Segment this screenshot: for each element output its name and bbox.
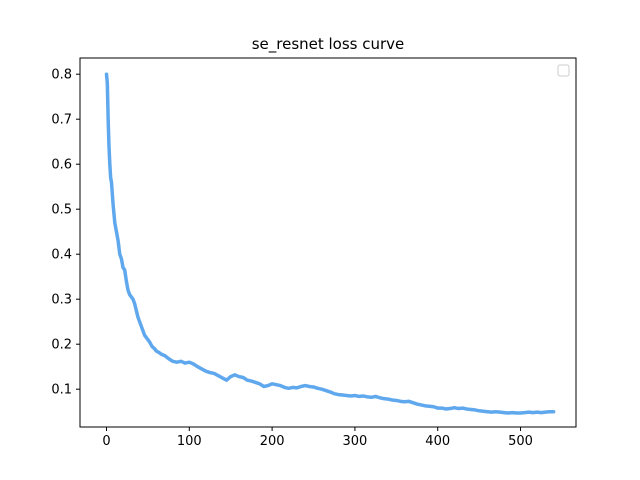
series-layer	[104, 72, 556, 415]
y-tick-label: 0.6	[51, 158, 72, 173]
x-tick-label: 200	[260, 434, 285, 449]
y-tick-label: 0.7	[51, 113, 72, 128]
x-tick-label: 0	[102, 434, 110, 449]
chart-title: se_resnet loss curve	[252, 35, 405, 54]
axis-ticks: 0 100 200 300 400 500 0.1 0.2 0.3 0.4 0.5 0.6 0.7 0.8	[51, 68, 533, 449]
y-tick-label: 0.2	[51, 338, 72, 353]
y-tick-label: 0.8	[51, 68, 72, 83]
y-tick-label: 0.1	[51, 383, 72, 398]
y-tick-label: 0.3	[51, 293, 72, 308]
y-tick-label: 0.5	[51, 203, 72, 218]
x-tick-label: 500	[508, 434, 533, 449]
x-tick-label: 400	[425, 434, 450, 449]
legend-box	[557, 64, 570, 77]
loss-series-line	[104, 72, 556, 415]
plot-area	[104, 72, 556, 415]
x-tick-label: 100	[177, 434, 202, 449]
y-tick-label: 0.4	[51, 248, 72, 263]
x-tick-label: 300	[342, 434, 367, 449]
axes-frame	[79, 57, 577, 428]
